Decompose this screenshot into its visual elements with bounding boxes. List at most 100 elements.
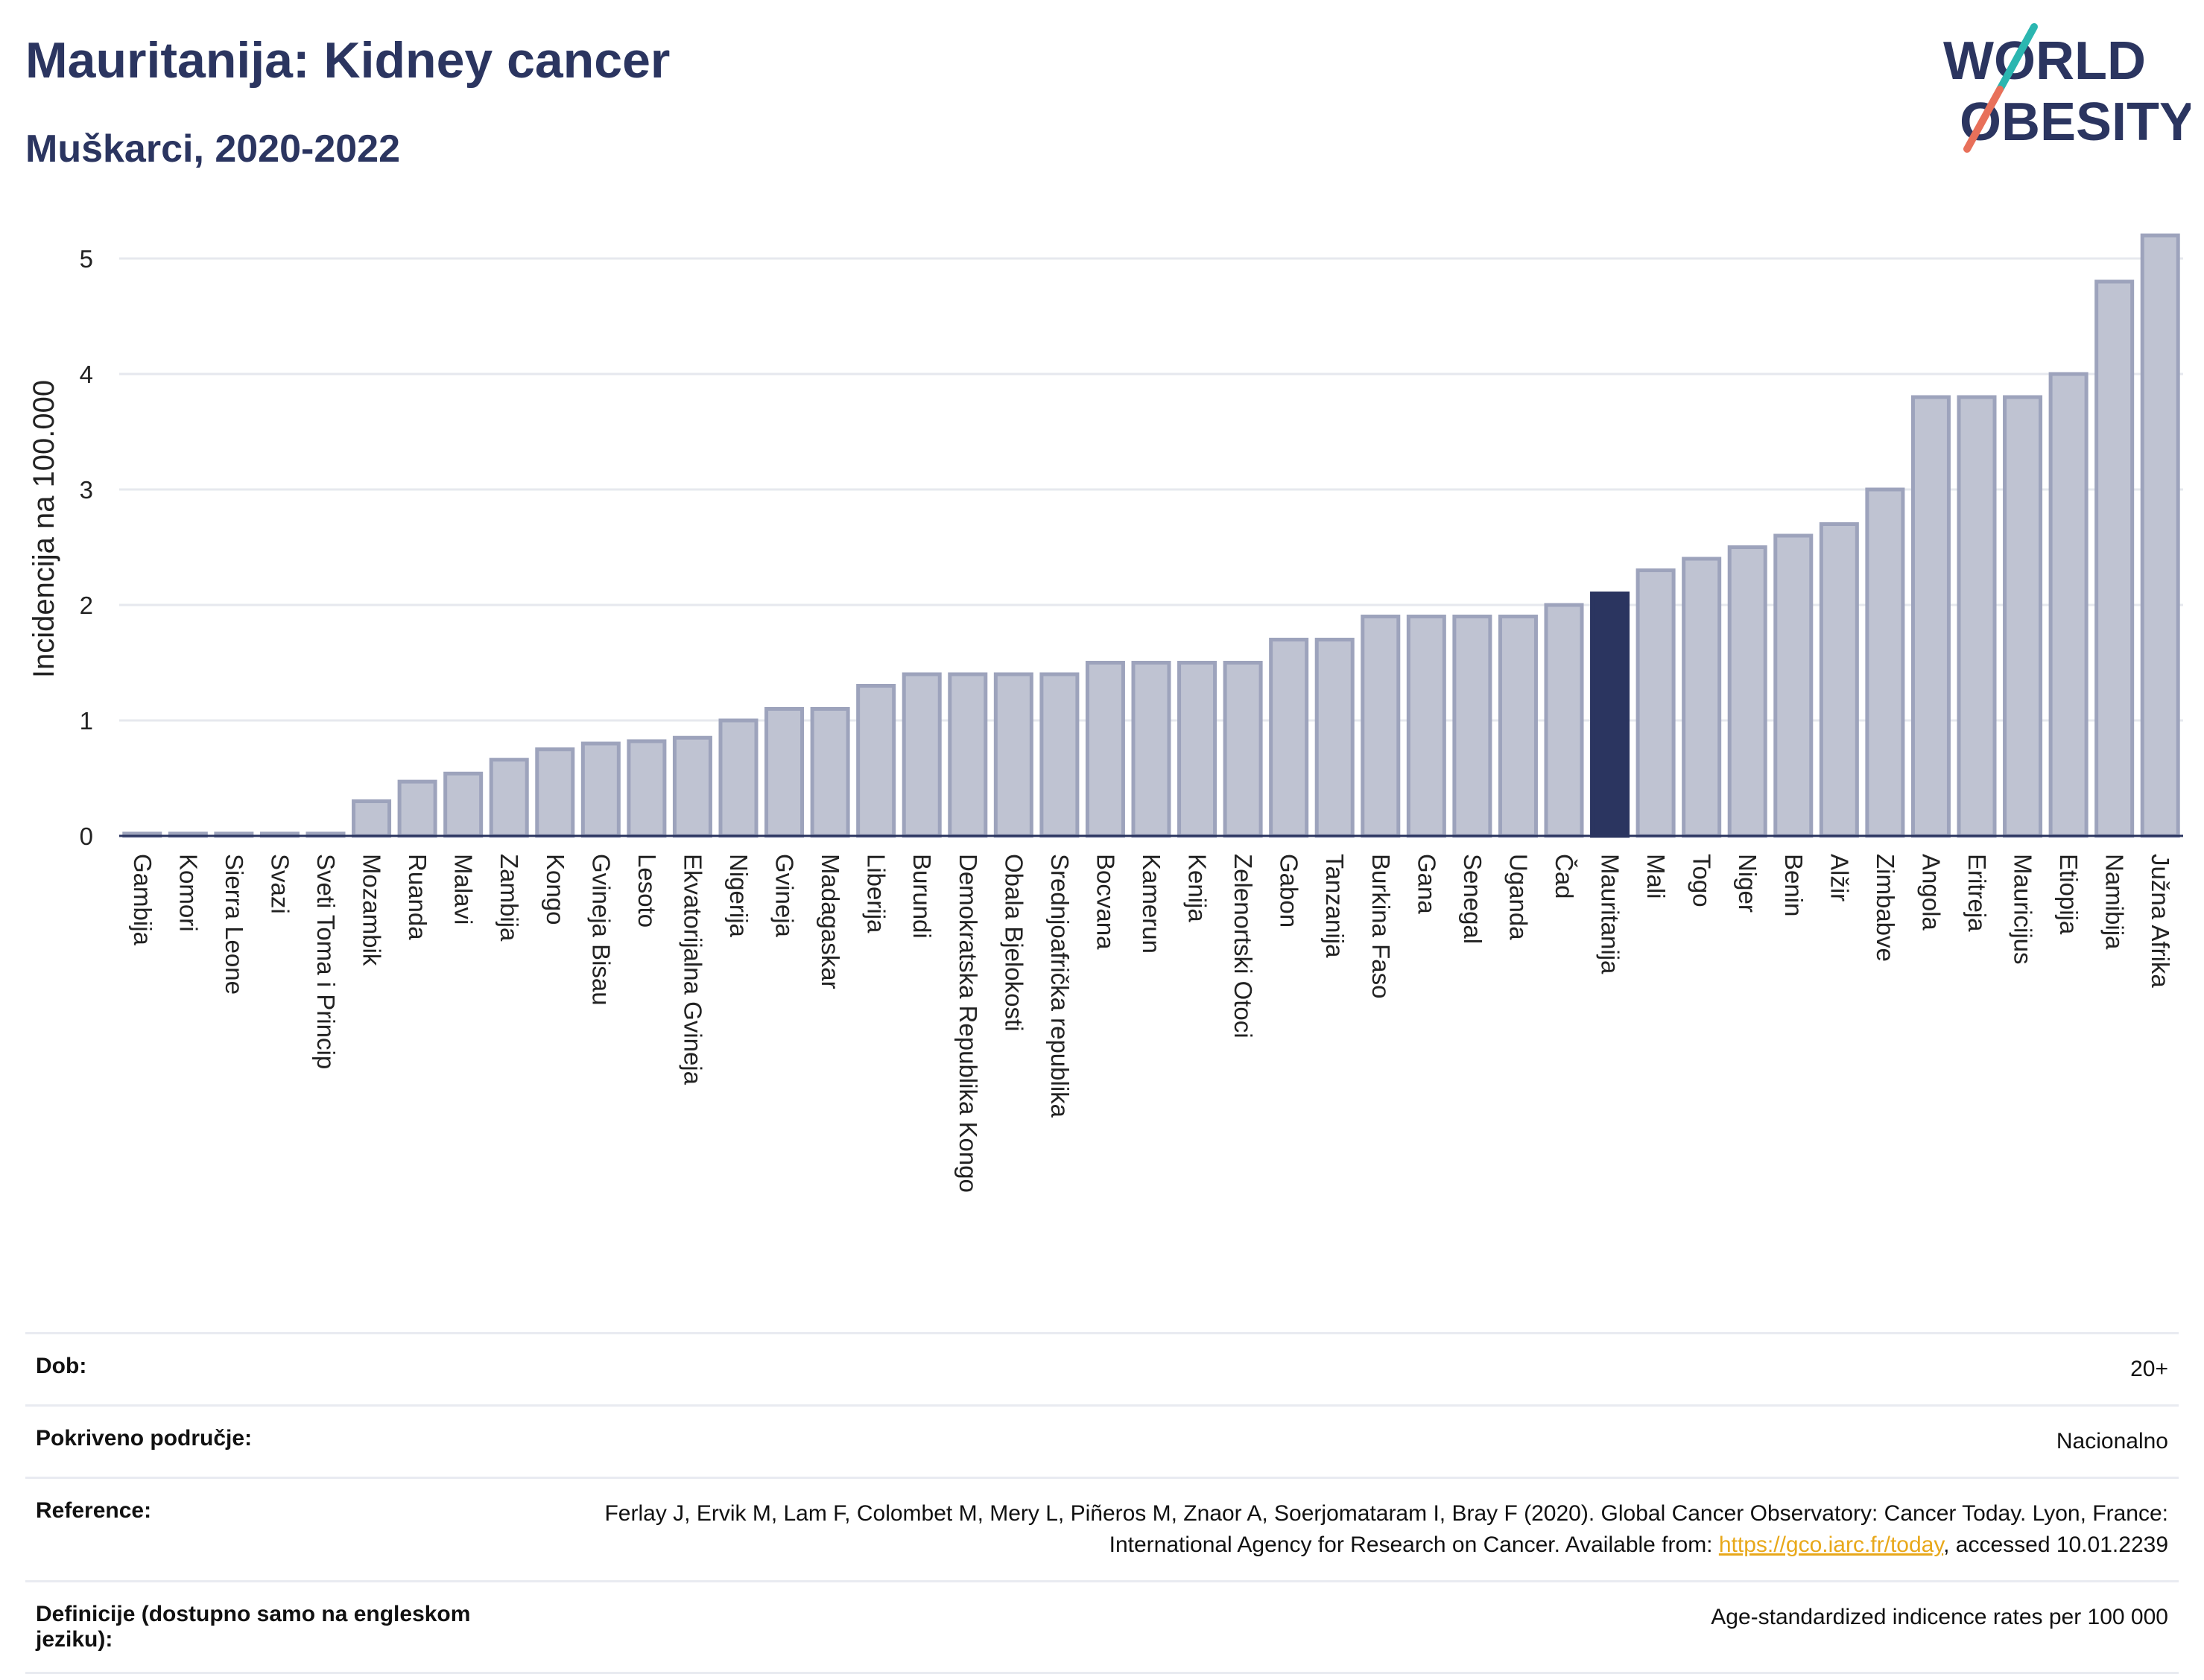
x-category-label: Ruanda bbox=[404, 854, 431, 940]
bar bbox=[993, 672, 1033, 838]
bar bbox=[902, 672, 942, 838]
bar bbox=[397, 779, 437, 838]
y-tick-label: 3 bbox=[80, 476, 93, 504]
bar bbox=[1406, 615, 1446, 838]
meta-key: Pokriveno područje: bbox=[25, 1404, 560, 1478]
logo-slash-bottom bbox=[1963, 86, 2004, 153]
x-category-label: Srednjoafrička republika bbox=[1046, 854, 1074, 1118]
x-category-label: Južna Afrika bbox=[2147, 854, 2174, 988]
bar bbox=[1085, 661, 1125, 838]
bar bbox=[2140, 233, 2180, 838]
bar bbox=[1682, 557, 1722, 838]
x-category-label: Svazi bbox=[266, 854, 294, 914]
x-category-label: Kenija bbox=[1184, 854, 1212, 922]
bar bbox=[764, 707, 805, 838]
x-category-label: Zambija bbox=[495, 854, 523, 942]
meta-value: Nacionalno bbox=[560, 1404, 2179, 1478]
bar-highlighted bbox=[1590, 592, 1630, 838]
x-category-label: Nigerija bbox=[725, 854, 753, 938]
bar bbox=[1269, 638, 1309, 838]
meta-key: Definicije (dostupno samo na engleskom j… bbox=[25, 1580, 560, 1674]
x-category-label: Obala Bjelokosti bbox=[1000, 854, 1027, 1031]
meta-value: 20+ bbox=[560, 1332, 2179, 1406]
bar bbox=[718, 718, 759, 838]
bar bbox=[810, 707, 850, 838]
x-category-label: Lesoto bbox=[633, 854, 661, 928]
meta-value: Age-standardized indicence rates per 100… bbox=[560, 1580, 2179, 1674]
bar bbox=[2048, 372, 2089, 838]
x-category-label: Zelenortski Otoci bbox=[1229, 854, 1257, 1039]
x-category-label: Liberija bbox=[863, 854, 890, 933]
bar bbox=[2003, 395, 2043, 838]
x-category-label: Sveti Toma i Princip bbox=[312, 854, 340, 1069]
bar bbox=[1635, 568, 1676, 838]
meta-row-age: Dob: 20+ bbox=[25, 1332, 2179, 1406]
meta-row-reference: Reference: Ferlay J, Ervik M, Lam F, Col… bbox=[25, 1477, 2179, 1582]
x-category-label: Mali bbox=[1642, 854, 1670, 899]
x-category-label: Gvineja bbox=[771, 854, 799, 938]
logo-slash-top bbox=[1996, 23, 2038, 93]
bar bbox=[1773, 533, 1814, 838]
x-category-label: Mauritanija bbox=[1597, 854, 1624, 974]
meta-row-definitions: Definicije (dostupno samo na engleskom j… bbox=[25, 1580, 2179, 1674]
bars bbox=[122, 233, 2180, 838]
meta-key: Dob: bbox=[25, 1332, 560, 1406]
reference-link[interactable]: https://gco.iarc.fr/today bbox=[1718, 1532, 1944, 1557]
bar bbox=[1819, 522, 1859, 838]
bar bbox=[352, 799, 392, 838]
bar bbox=[856, 684, 896, 838]
x-category-label: Demokratska Republika Kongo bbox=[954, 854, 982, 1193]
x-category-label: Mauricijus bbox=[2010, 854, 2037, 965]
y-tick-label: 0 bbox=[80, 822, 93, 850]
y-tick-label: 2 bbox=[80, 592, 93, 619]
x-category-label: Mozambik bbox=[358, 854, 386, 966]
bar bbox=[1727, 545, 1767, 838]
x-category-label: Gambija bbox=[129, 854, 156, 946]
x-category-label: Namibija bbox=[2101, 854, 2129, 950]
x-category-label: Kongo bbox=[542, 854, 569, 925]
x-category-label: Alžir bbox=[1825, 854, 1853, 901]
meta-key: Reference: bbox=[25, 1477, 560, 1582]
x-category-label: Bocvana bbox=[1092, 854, 1119, 950]
bar bbox=[1957, 395, 1997, 838]
bar bbox=[1452, 615, 1492, 838]
x-category-label: Gvineja Bisau bbox=[587, 854, 615, 1006]
x-category-label: Burkina Faso bbox=[1367, 854, 1395, 998]
y-axis-title: Incidencija na 100.000 bbox=[28, 380, 60, 678]
x-category-label: Tanzanija bbox=[1321, 854, 1349, 958]
bar bbox=[672, 735, 712, 838]
chart-title: Mauritanija: Kidney cancer bbox=[25, 32, 671, 89]
meta-row-coverage: Pokriveno područje: Nacionalno bbox=[25, 1404, 2179, 1478]
bar bbox=[1544, 603, 1584, 838]
x-category-label: Niger bbox=[1734, 854, 1761, 913]
chart-subtitle: Muškarci, 2020-2022 bbox=[25, 127, 401, 171]
bar bbox=[1223, 661, 1263, 838]
bar bbox=[1177, 661, 1217, 838]
world-obesity-logo: WORLD OBESITY bbox=[1943, 23, 2191, 153]
x-category-label: Ekvatorijalna Gvineja bbox=[679, 854, 706, 1085]
x-category-label: Burundi bbox=[908, 854, 936, 939]
reference-text: Ferlay J, Ervik M, Lam F, Colombet M, Me… bbox=[604, 1501, 2168, 1557]
bar bbox=[2094, 279, 2135, 838]
x-category-label: Eritreja bbox=[1963, 854, 1991, 932]
bar bbox=[1039, 672, 1080, 838]
bar bbox=[948, 672, 988, 838]
y-tick-label: 4 bbox=[80, 361, 93, 388]
x-category-label: Sierra Leone bbox=[221, 854, 248, 995]
x-category-label: Čad bbox=[1551, 854, 1578, 899]
bar bbox=[1865, 487, 1905, 838]
bar bbox=[1498, 615, 1538, 838]
bar bbox=[1361, 615, 1401, 838]
bar bbox=[1910, 395, 1951, 838]
metadata-table: Dob: 20+ Pokriveno područje: Nacionalno … bbox=[25, 1332, 2179, 1674]
x-category-label: Kamerun bbox=[1138, 854, 1165, 954]
bar bbox=[627, 739, 667, 838]
x-category-label: Etiopija bbox=[2055, 854, 2083, 935]
x-category-label: Malavi bbox=[450, 854, 478, 925]
x-category-label: Angola bbox=[1917, 854, 1945, 931]
y-tick-label: 1 bbox=[80, 707, 93, 735]
bar bbox=[535, 747, 575, 838]
logo-line-1: WORLD bbox=[1943, 31, 2146, 91]
bar bbox=[580, 741, 621, 838]
bar-chart: 0 1 2 3 4 5 Gambija Komori Sierra Leone Svazi Sve… bbox=[28, 233, 2183, 1193]
